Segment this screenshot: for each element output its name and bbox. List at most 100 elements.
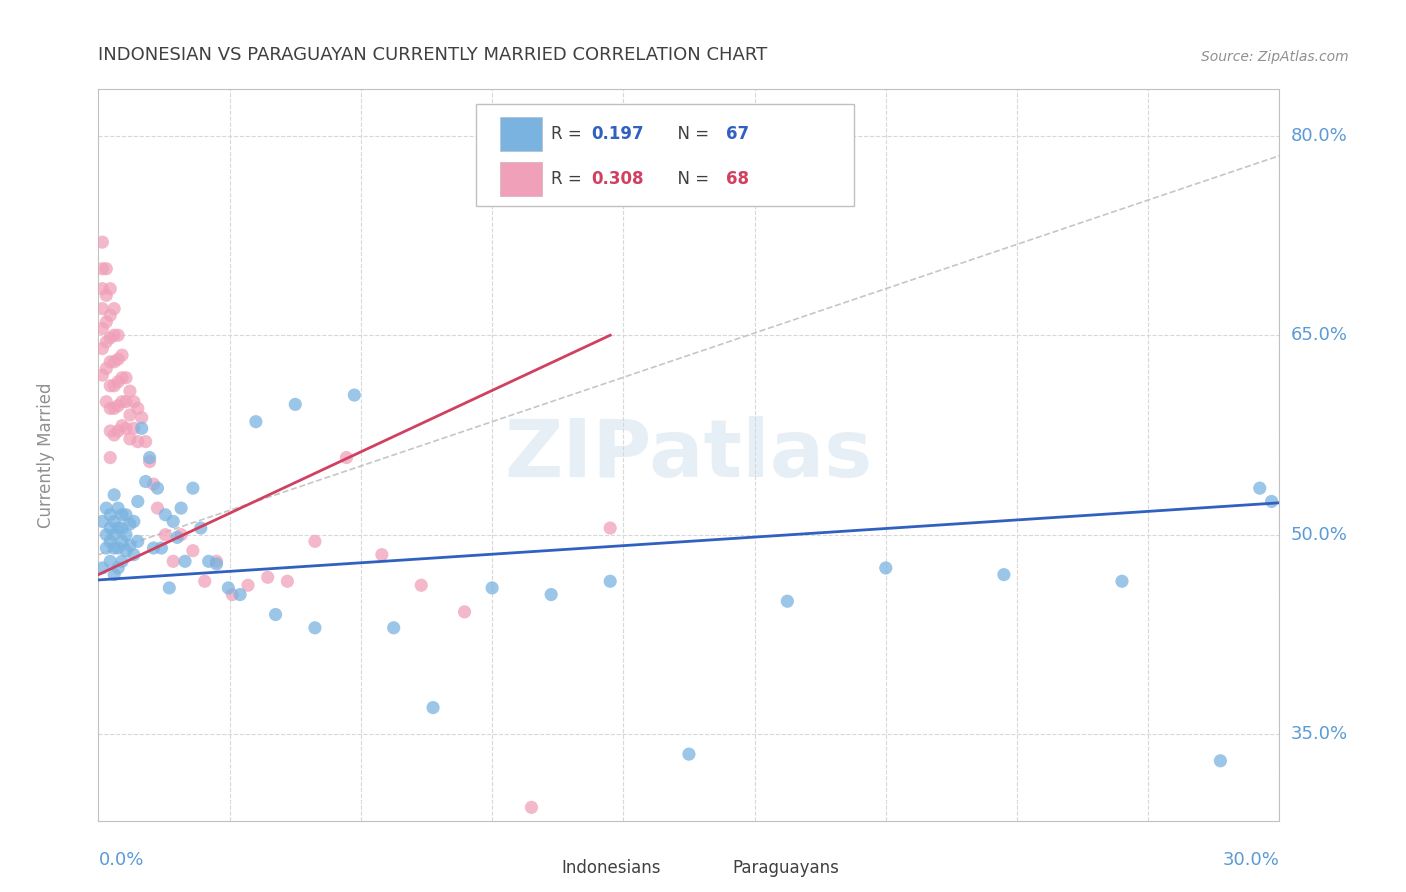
Point [118, 384, 141, 398]
Point [256, 570, 278, 584]
Point [103, 488, 125, 502]
Point [103, 567, 125, 582]
Point [91, 235, 114, 249]
Text: Paraguayans: Paraguayans [733, 859, 839, 877]
Text: 50.0%: 50.0% [1291, 525, 1347, 544]
Point [131, 410, 153, 425]
Point [115, 543, 138, 558]
Point [138, 454, 160, 468]
Point [678, 747, 700, 761]
Point [122, 515, 145, 529]
Point [142, 477, 165, 491]
Point [115, 394, 138, 409]
Point [229, 588, 252, 602]
Point [98, 534, 121, 549]
Point [91, 561, 114, 575]
Text: N =: N = [666, 169, 714, 188]
Point [127, 401, 149, 416]
Point [107, 501, 129, 516]
Point [131, 421, 153, 435]
Point [103, 355, 125, 369]
Point [276, 574, 298, 589]
Point [98, 508, 121, 522]
Point [162, 515, 184, 529]
Point [107, 375, 129, 389]
FancyBboxPatch shape [501, 162, 543, 195]
Point [197, 554, 219, 568]
Point [91, 368, 114, 383]
Point [520, 800, 543, 814]
Point [96, 501, 118, 516]
Point [181, 543, 204, 558]
Point [335, 450, 357, 465]
Point [98, 521, 121, 535]
Point [111, 418, 134, 433]
Point [284, 397, 307, 411]
Point [1111, 574, 1133, 589]
Point [1249, 481, 1271, 495]
Point [107, 399, 129, 413]
Point [540, 588, 562, 602]
Text: 80.0%: 80.0% [1291, 127, 1347, 145]
Text: 0.0%: 0.0% [98, 851, 143, 869]
Text: Source: ZipAtlas.com: Source: ZipAtlas.com [1201, 50, 1348, 64]
Point [103, 328, 125, 343]
Point [127, 494, 149, 508]
Point [111, 534, 134, 549]
Point [1209, 754, 1232, 768]
Point [107, 541, 129, 555]
Point [96, 315, 118, 329]
Point [115, 508, 138, 522]
Point [170, 501, 193, 516]
Point [91, 301, 114, 316]
Point [371, 548, 394, 562]
Point [146, 501, 169, 516]
Text: 65.0%: 65.0% [1291, 326, 1347, 344]
Point [1260, 494, 1282, 508]
Point [150, 541, 173, 555]
Point [138, 450, 160, 465]
Point [91, 282, 114, 296]
Point [481, 581, 503, 595]
Point [103, 527, 125, 541]
Point [107, 521, 129, 535]
Point [103, 401, 125, 416]
Point [98, 308, 121, 322]
Point [98, 331, 121, 345]
Point [91, 261, 114, 276]
Point [115, 527, 138, 541]
Point [343, 388, 366, 402]
Point [91, 342, 114, 356]
Point [181, 481, 204, 495]
Point [221, 588, 243, 602]
Point [103, 515, 125, 529]
Point [170, 527, 193, 541]
Text: R =: R = [551, 125, 586, 143]
FancyBboxPatch shape [501, 117, 543, 151]
Text: 35.0%: 35.0% [1291, 725, 1348, 743]
Point [411, 578, 433, 592]
Point [103, 301, 125, 316]
Point [98, 554, 121, 568]
Point [111, 554, 134, 568]
Point [304, 621, 326, 635]
Point [98, 424, 121, 438]
Point [98, 401, 121, 416]
Text: R =: R = [551, 169, 586, 188]
Text: 30.0%: 30.0% [1223, 851, 1279, 869]
Point [162, 554, 184, 568]
Text: 68: 68 [725, 169, 748, 188]
Text: ZIPatlas: ZIPatlas [505, 416, 873, 494]
Point [122, 394, 145, 409]
Point [118, 517, 141, 532]
Point [111, 508, 134, 522]
Text: N =: N = [666, 125, 714, 143]
Point [127, 434, 149, 449]
Point [155, 527, 177, 541]
Point [107, 352, 129, 367]
Point [135, 475, 157, 489]
Point [96, 527, 118, 541]
Point [118, 432, 141, 446]
Point [146, 481, 169, 495]
Point [96, 394, 118, 409]
